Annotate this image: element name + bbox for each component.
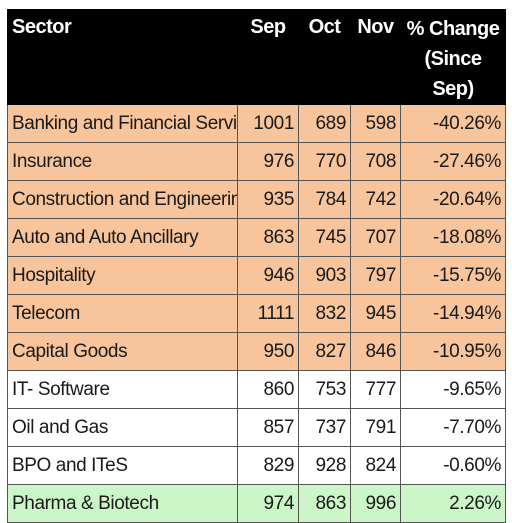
oct-value-cell: 863 (298, 484, 351, 523)
oct-value-cell: 903 (298, 256, 351, 295)
sep-value-cell: 950 (237, 332, 299, 371)
header-sep: Sep (237, 9, 299, 105)
sep-value-cell: 1111 (237, 294, 299, 333)
sep-value-cell: 857 (237, 408, 299, 447)
nov-value-cell: 945 (350, 294, 401, 333)
change-value-cell: -9.65% (400, 370, 506, 409)
header-change-line1: % Change (406, 18, 500, 40)
sector-cell: Insurance (7, 142, 238, 181)
nov-value-cell: 598 (350, 104, 401, 143)
sep-value-cell: 860 (237, 370, 299, 409)
sep-value-cell: 974 (237, 484, 299, 523)
table-row: Oil and Gas 857 737 791 -7.70% (7, 408, 506, 447)
oct-value-cell: 745 (298, 218, 351, 257)
sep-value-cell: 829 (237, 446, 299, 485)
oct-value-cell: 784 (298, 180, 351, 219)
change-value-cell: -15.75% (400, 256, 506, 295)
oct-value-cell: 753 (298, 370, 351, 409)
nov-value-cell: 708 (350, 142, 401, 181)
sep-value-cell: 946 (237, 256, 299, 295)
change-value-cell: -10.95% (400, 332, 506, 371)
header-sector: Sector (7, 9, 238, 105)
sector-cell: BPO and ITeS (7, 446, 238, 485)
table-row: Banking and Financial Services1001689598… (7, 104, 506, 143)
sector-cell: Hospitality (7, 256, 238, 295)
sector-cell: Construction and Engineering (7, 180, 238, 219)
table-body: Banking and Financial Services1001689598… (7, 104, 506, 523)
nov-value-cell: 707 (350, 218, 401, 257)
table-row: Insurance 976 770 708 -27.46% (7, 142, 506, 181)
table-row: BPO and ITeS 829 928 824 -0.60% (7, 446, 506, 485)
sep-value-cell: 863 (237, 218, 299, 257)
nov-value-cell: 777 (350, 370, 401, 409)
sep-value-cell: 1001 (237, 104, 299, 143)
change-value-cell: -20.64% (400, 180, 506, 219)
header-change-line2: (Since Sep) (424, 48, 482, 100)
sector-cell: IT- Software (7, 370, 238, 409)
change-value-cell: -40.26% (400, 104, 506, 143)
change-value-cell: 2.26% (400, 484, 506, 523)
table-row: Pharma & Biotech 974 863 996 2.26% (7, 484, 506, 523)
table-row: Construction and Engineering 935 784 742 -20… (7, 180, 506, 219)
change-value-cell: -14.94% (400, 294, 506, 333)
oct-value-cell: 928 (298, 446, 351, 485)
sep-value-cell: 976 (237, 142, 299, 181)
header-oct: Oct (298, 9, 351, 105)
oct-value-cell: 770 (298, 142, 351, 181)
change-value-cell: -18.08% (400, 218, 506, 257)
change-value-cell: -27.46% (400, 142, 506, 181)
sector-cell: Auto and Auto Ancillary (7, 218, 238, 257)
oct-value-cell: 827 (298, 332, 351, 371)
table-row: Telecom 1111 832 945 -14.94% (7, 294, 506, 333)
sector-cell: Banking and Financial Services (7, 104, 238, 143)
table-row: IT- Software 860 753 777 -9.65% (7, 370, 506, 409)
sector-cell: Pharma & Biotech (7, 484, 238, 523)
nov-value-cell: 791 (350, 408, 401, 447)
table-row: Capital Goods 950 827 846 -10.95% (7, 332, 506, 371)
nov-value-cell: 824 (350, 446, 401, 485)
change-value-cell: -0.60% (400, 446, 506, 485)
table-row: Hospitality 946 903 797 -15.75% (7, 256, 506, 295)
sector-cell: Capital Goods (7, 332, 238, 371)
sep-value-cell: 935 (237, 180, 299, 219)
oct-value-cell: 689 (298, 104, 351, 143)
oct-value-cell: 737 (298, 408, 351, 447)
header-row: Sector Sep Oct Nov % Change (Since Sep) (7, 9, 506, 105)
header-nov: Nov (350, 9, 401, 105)
nov-value-cell: 996 (350, 484, 401, 523)
sector-change-table: Sector Sep Oct Nov % Change (Since Sep) … (7, 9, 506, 523)
oct-value-cell: 832 (298, 294, 351, 333)
sector-cell: Telecom (7, 294, 238, 333)
change-value-cell: -7.70% (400, 408, 506, 447)
nov-value-cell: 846 (350, 332, 401, 371)
sector-cell: Oil and Gas (7, 408, 238, 447)
nov-value-cell: 742 (350, 180, 401, 219)
nov-value-cell: 797 (350, 256, 401, 295)
header-change: % Change (Since Sep) (400, 9, 506, 105)
table-row: Auto and Auto Ancillary 863 745 707 -18.08% (7, 218, 506, 257)
